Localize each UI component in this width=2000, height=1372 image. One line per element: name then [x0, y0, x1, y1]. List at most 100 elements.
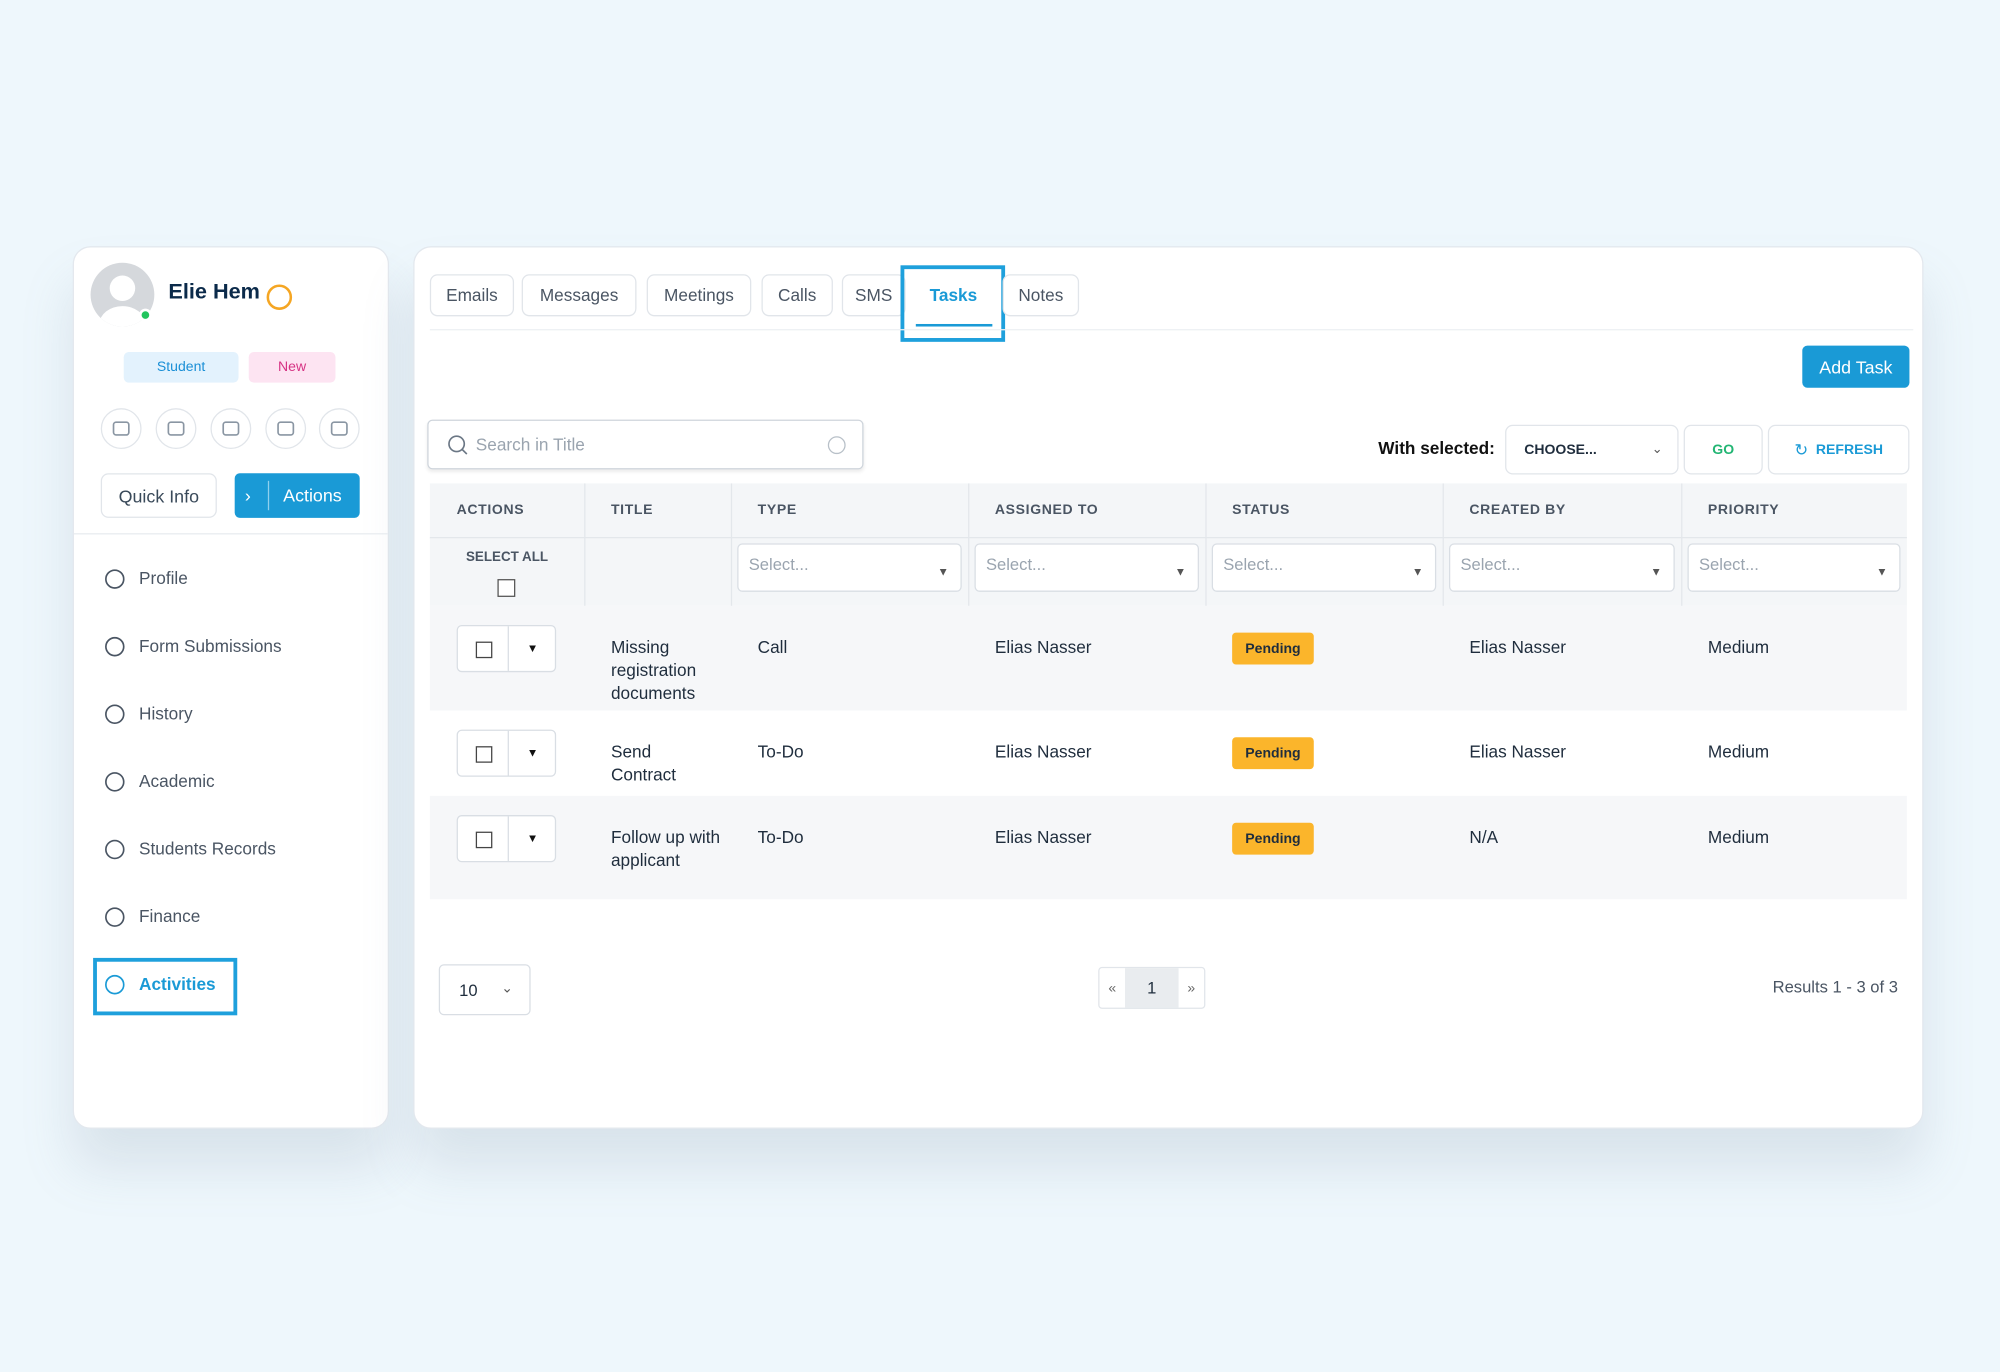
contact-icon-button[interactable] [318, 408, 360, 449]
online-dot [139, 308, 152, 322]
tab-label: Notes [1018, 285, 1064, 305]
choose-select[interactable]: CHOOSE... ⌄ [1505, 424, 1679, 475]
task-title: Follow up with applicant [610, 827, 721, 870]
nav-icon [103, 838, 126, 867]
icon [105, 772, 125, 792]
button-label: Add Task [1819, 356, 1893, 377]
column-header: ACTIONS [456, 502, 525, 518]
page-number[interactable]: 1 [1124, 968, 1179, 1008]
nav-item[interactable]: Finance [139, 906, 201, 927]
cell-text: Elias Nasser [1469, 637, 1567, 657]
tab[interactable]: SMS [841, 274, 906, 317]
caret: ▼ [1650, 565, 1662, 578]
row-action-button: ▼ [456, 729, 557, 777]
column-header: TITLE [610, 502, 654, 518]
add-task-button[interactable]: Add Task [1802, 345, 1910, 388]
column-divider [968, 483, 970, 606]
profile-tag[interactable]: Student [123, 352, 239, 383]
avatar-image [99, 275, 146, 327]
column-filter[interactable]: Select... ▼ [737, 543, 962, 592]
icon [105, 839, 125, 860]
chevron: › [244, 484, 251, 506]
cell-text: Elias Nasser [994, 827, 1092, 847]
row-menu-caret[interactable]: ▼ [526, 746, 539, 759]
with-selected-label: With selected: [1378, 438, 1495, 458]
search-icon [446, 434, 469, 463]
icon [105, 636, 125, 657]
tab[interactable]: Notes [1002, 274, 1080, 317]
row-checkbox[interactable] [475, 831, 493, 849]
nav-item[interactable]: Activities [139, 974, 216, 994]
sidebar [72, 246, 390, 1129]
nav-item[interactable]: Form Submissions [139, 636, 282, 656]
cell-text: Medium [1707, 742, 1770, 762]
profile-name: Elie Hem [168, 279, 260, 304]
pagination: « 1 » [1098, 966, 1206, 1009]
tab[interactable]: Meetings [646, 274, 752, 317]
nav-item[interactable]: Profile [139, 568, 188, 589]
icon [448, 435, 468, 455]
filter-placeholder: Select... [985, 554, 1046, 574]
column-filter[interactable]: Select... ▼ [974, 543, 1199, 592]
button-label: Quick Info [118, 485, 199, 506]
nav-icon [103, 703, 126, 732]
header-divider [429, 536, 1907, 539]
search-box[interactable]: Search in Title [427, 419, 864, 470]
row-menu-caret[interactable]: ▼ [526, 641, 539, 655]
status-label: Pending [1245, 830, 1301, 847]
column-filter[interactable]: Select... ▼ [1448, 543, 1675, 592]
quick-info-button[interactable]: Quick Info [100, 473, 217, 518]
tab[interactable]: Calls [761, 274, 833, 317]
caret: ▼ [1411, 565, 1424, 578]
tab-label: Tasks [929, 285, 978, 305]
table-row [429, 710, 1907, 796]
nav-item[interactable]: Academic [139, 771, 215, 791]
nav-item[interactable]: Students Records [139, 839, 276, 859]
divider [507, 626, 509, 671]
contact-icon-button[interactable] [210, 408, 252, 449]
table-row [429, 605, 1907, 711]
column-filter[interactable]: Select... ▼ [1211, 543, 1437, 592]
page-next[interactable]: » [1187, 980, 1196, 997]
refresh-button[interactable]: ↻ REFRESH [1767, 424, 1910, 475]
contact-icon-button[interactable] [100, 408, 142, 449]
profile-tag[interactable]: New [248, 352, 336, 383]
contact-icon-button[interactable] [155, 408, 197, 449]
column-header: CREATED BY [1469, 502, 1566, 518]
page-prev[interactable]: « [1108, 980, 1117, 997]
column-divider [584, 483, 586, 606]
select-all-checkbox[interactable] [497, 579, 516, 597]
actions-button[interactable]: › Actions [234, 473, 360, 518]
contact-icon-button[interactable] [265, 408, 307, 449]
tab[interactable]: Tasks [914, 274, 993, 317]
row-checkbox[interactable] [475, 746, 493, 763]
divider [507, 730, 509, 776]
icon [105, 704, 125, 725]
cell-text: Elias Nasser [994, 637, 1092, 657]
caret: ▼ [1174, 565, 1187, 578]
nav-icon [103, 770, 126, 799]
row-menu-caret[interactable]: ▼ [526, 831, 539, 845]
tab[interactable]: Emails [429, 274, 515, 317]
status-label: Pending [1245, 745, 1301, 761]
row-checkbox[interactable] [475, 641, 493, 659]
nav-item[interactable]: History [139, 704, 193, 724]
column-header: ASSIGNED TO [994, 502, 1099, 518]
tab-label: Emails [446, 285, 498, 305]
go-button[interactable]: GO [1683, 424, 1763, 475]
column-divider [730, 483, 733, 606]
icon [105, 569, 125, 589]
button-label: Actions [283, 484, 342, 506]
cell-text: Medium [1707, 827, 1770, 847]
column-filter[interactable]: Select... ▼ [1687, 543, 1901, 592]
button-label: REFRESH [1815, 441, 1883, 458]
filter-placeholder: Select... [1223, 554, 1284, 574]
tab[interactable]: Messages [521, 274, 637, 317]
row-action-button: ▼ [456, 624, 557, 673]
page-size-select[interactable]: 10 ⌄ [438, 964, 531, 1016]
row-action-button: ▼ [456, 815, 557, 863]
results-summary: Results 1 - 3 of 3 [1772, 977, 1898, 997]
status-badge: Pending [1232, 737, 1314, 770]
